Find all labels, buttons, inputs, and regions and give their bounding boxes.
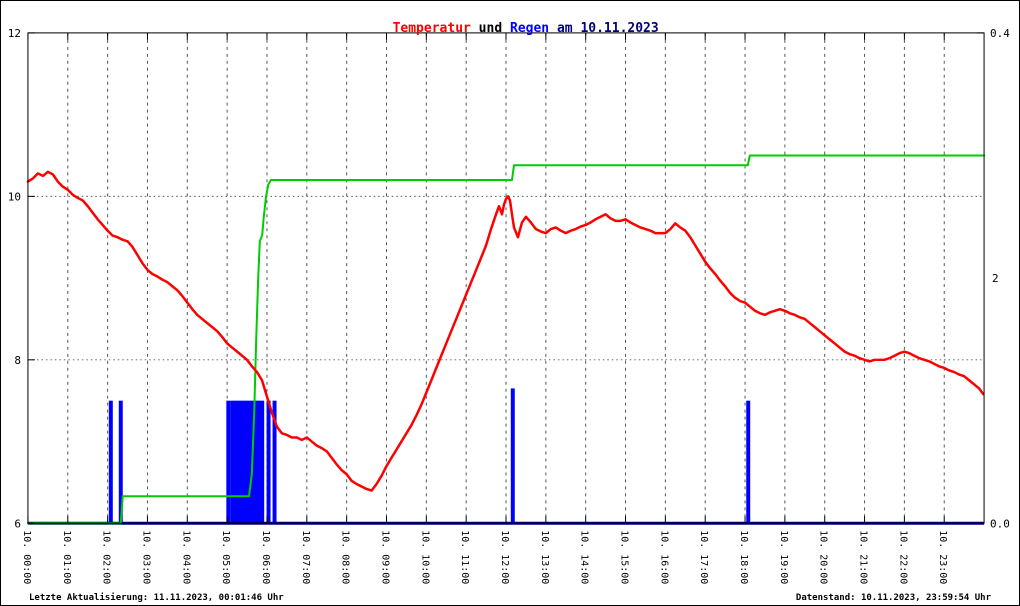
rain-bars: [108, 388, 751, 524]
axis-ticks: [27, 32, 985, 524]
svg-text:10: 10: [8, 190, 21, 203]
svg-text:10. 18:00: 10. 18:00: [738, 530, 749, 584]
svg-text:10. 04:00: 10. 04:00: [180, 530, 191, 584]
svg-text:10. 10:00: 10. 10:00: [419, 530, 430, 584]
footer-last-update: Letzte Aktualisierung: 11.11.2023, 00:01…: [29, 593, 284, 603]
cumulative-rain-line: [26, 154, 986, 525]
svg-text:10. 13:00: 10. 13:00: [539, 530, 550, 584]
svg-text:10. 16:00: 10. 16:00: [658, 530, 669, 584]
svg-text:10. 14:00: 10. 14:00: [579, 530, 590, 584]
svg-text:0.4: 0.4: [990, 27, 1010, 40]
svg-text:10. 05:00: 10. 05:00: [220, 530, 231, 584]
svg-text:10. 23:00: 10. 23:00: [937, 530, 948, 584]
svg-text:10. 17:00: 10. 17:00: [698, 530, 709, 584]
svg-text:10. 00:00: 10. 00:00: [21, 530, 32, 584]
footer-data-state: Datenstand: 10.11.2023, 23:59:54 Uhr: [795, 593, 991, 603]
title-date: am 10.11.2023: [549, 21, 659, 36]
x-axis-tick-labels: 10. 00:00 10. 01:00 10. 02:00 10. 03:00 10. …: [21, 530, 948, 584]
cumulative-axis-label: 2: [992, 272, 999, 285]
temperature-line: [26, 170, 985, 492]
svg-text:10. 06:00: 10. 06:00: [260, 530, 271, 584]
title-regen: Regen: [510, 21, 550, 36]
gridlines: [27, 32, 985, 524]
svg-text:10. 22:00: 10. 22:00: [897, 530, 908, 584]
svg-text:10. 03:00: 10. 03:00: [140, 530, 151, 584]
svg-text:10. 02:00: 10. 02:00: [101, 530, 112, 584]
title-temperatur: Temperatur: [392, 21, 471, 36]
y-left-tick-labels: 6 8 10 12: [8, 27, 21, 530]
svg-text:10. 09:00: 10. 09:00: [379, 530, 390, 584]
svg-text:10. 11:00: 10. 11:00: [459, 530, 470, 584]
svg-text:0.0: 0.0: [990, 517, 1010, 530]
svg-text:10. 01:00: 10. 01:00: [61, 530, 72, 584]
svg-text:10. 21:00: 10. 21:00: [858, 530, 869, 584]
svg-text:10. 07:00: 10. 07:00: [300, 530, 311, 584]
svg-text:12: 12: [8, 27, 21, 40]
y-right-tick-labels: 0.4 0.0 2: [990, 27, 1010, 530]
svg-text:10. 15:00: 10. 15:00: [619, 530, 630, 584]
svg-text:10. 20:00: 10. 20:00: [818, 530, 829, 584]
svg-text:10. 12:00: 10. 12:00: [499, 530, 510, 584]
svg-text:6: 6: [14, 517, 21, 530]
chart-title: Temperatur und Regen am 10.11.2023: [1, 6, 1019, 51]
title-und: und: [470, 21, 510, 36]
svg-text:10. 08:00: 10. 08:00: [340, 530, 351, 584]
svg-text:10. 19:00: 10. 19:00: [778, 530, 789, 584]
svg-text:8: 8: [14, 354, 21, 367]
